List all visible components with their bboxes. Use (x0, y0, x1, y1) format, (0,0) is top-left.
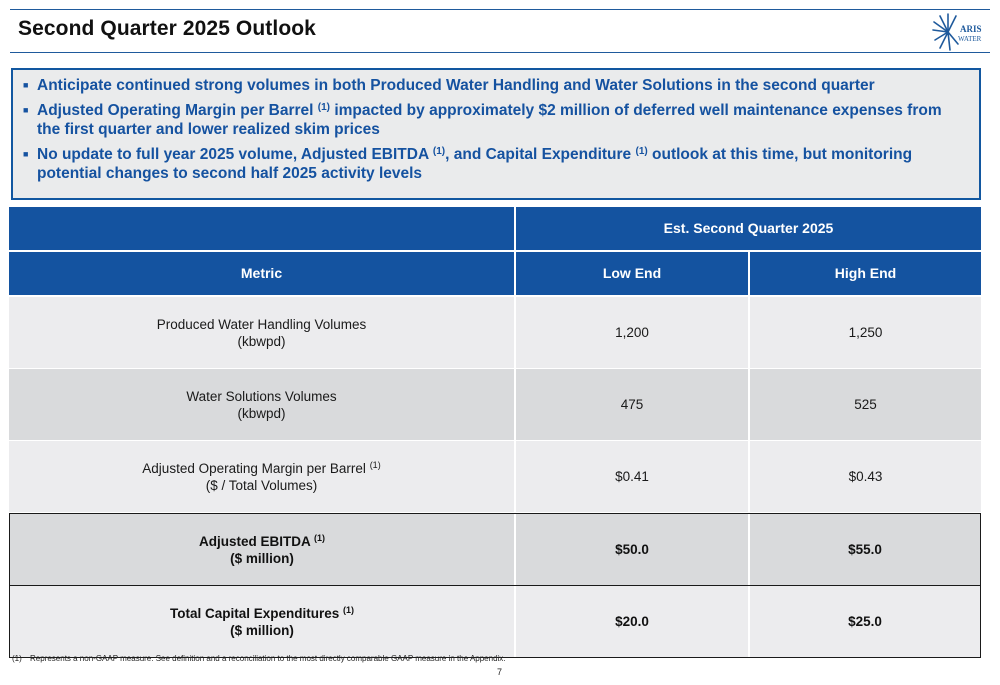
table-row: Produced Water Handling Volumes (kbwpd) 1… (9, 297, 981, 368)
bullet-3: ■ No update to full year 2025 volume, Ad… (23, 146, 913, 182)
top-rule (10, 9, 990, 10)
metric-cell: Adjusted EBITDA (1) ($ million) (10, 514, 514, 585)
outlook-table: Est. Second Quarter 2025 Metric Low End … (9, 207, 981, 658)
svg-text:WATER: WATER (958, 35, 982, 43)
page-title: Second Quarter 2025 Outlook (18, 17, 316, 40)
high-cell: 525 (750, 369, 981, 440)
table-row: Adjusted Operating Margin per Barrel (1)… (9, 441, 981, 512)
metric-cell: Total Capital Expenditures (1) ($ million… (10, 586, 514, 657)
column-header-low: Low End (516, 252, 748, 295)
metric-cell: Water Solutions Volumes (kbwpd) (9, 369, 514, 440)
bullet-marker: ■ (23, 80, 29, 90)
highlighted-rows: Adjusted EBITDA (1) ($ million) $50.0 $55… (9, 513, 981, 658)
title-rule (10, 52, 990, 53)
low-cell: $50.0 (516, 514, 748, 585)
column-header-high: High End (750, 252, 981, 295)
starburst-icon (932, 13, 959, 51)
svg-text:ARIS: ARIS (960, 24, 982, 34)
bullet-marker: ■ (23, 149, 29, 159)
company-logo: ARIS WATER (932, 13, 982, 51)
table-row: Adjusted EBITDA (1) ($ million) $50.0 $55… (10, 514, 980, 585)
table-row: Total Capital Expenditures (1) ($ million… (10, 586, 980, 657)
high-cell: $55.0 (750, 514, 980, 585)
page-number: 7 (497, 667, 503, 677)
high-cell: 1,250 (750, 297, 981, 368)
low-cell: 475 (516, 369, 748, 440)
metric-cell: Produced Water Handling Volumes (kbwpd) (9, 297, 514, 368)
header-blank-cell (9, 207, 514, 250)
high-cell: $25.0 (750, 586, 980, 657)
table-row: Water Solutions Volumes (kbwpd) 475 525 (9, 369, 981, 440)
high-cell: $0.43 (750, 441, 981, 512)
table-header-row: Metric Low End High End (9, 252, 981, 295)
low-cell: 1,200 (516, 297, 748, 368)
table-group-header-row: Est. Second Quarter 2025 (9, 207, 981, 250)
low-cell: $0.41 (516, 441, 748, 512)
bullet-1: ■ Anticipate continued strong volumes in… (23, 77, 875, 94)
metric-cell: Adjusted Operating Margin per Barrel (1)… (9, 441, 514, 512)
low-cell: $20.0 (516, 586, 748, 657)
bullet-2: ■ Adjusted Operating Margin per Barrel (… (23, 102, 942, 138)
column-header-metric: Metric (9, 252, 514, 295)
outlook-bullets: ■ Anticipate continued strong volumes in… (11, 68, 981, 200)
bullet-marker: ■ (23, 105, 29, 115)
footnote: (1) Represents a non-GAAP measure. See de… (12, 654, 506, 663)
row-divider (10, 585, 980, 586)
group-header: Est. Second Quarter 2025 (516, 207, 981, 250)
